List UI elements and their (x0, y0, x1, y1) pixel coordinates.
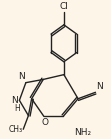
Text: N: N (96, 83, 103, 91)
Text: N: N (18, 72, 25, 81)
Text: N: N (11, 96, 18, 105)
Text: Cl: Cl (59, 2, 68, 11)
Text: CH₃: CH₃ (9, 125, 23, 134)
Text: O: O (41, 118, 48, 127)
Text: H: H (15, 104, 20, 113)
Text: NH₂: NH₂ (74, 128, 91, 137)
